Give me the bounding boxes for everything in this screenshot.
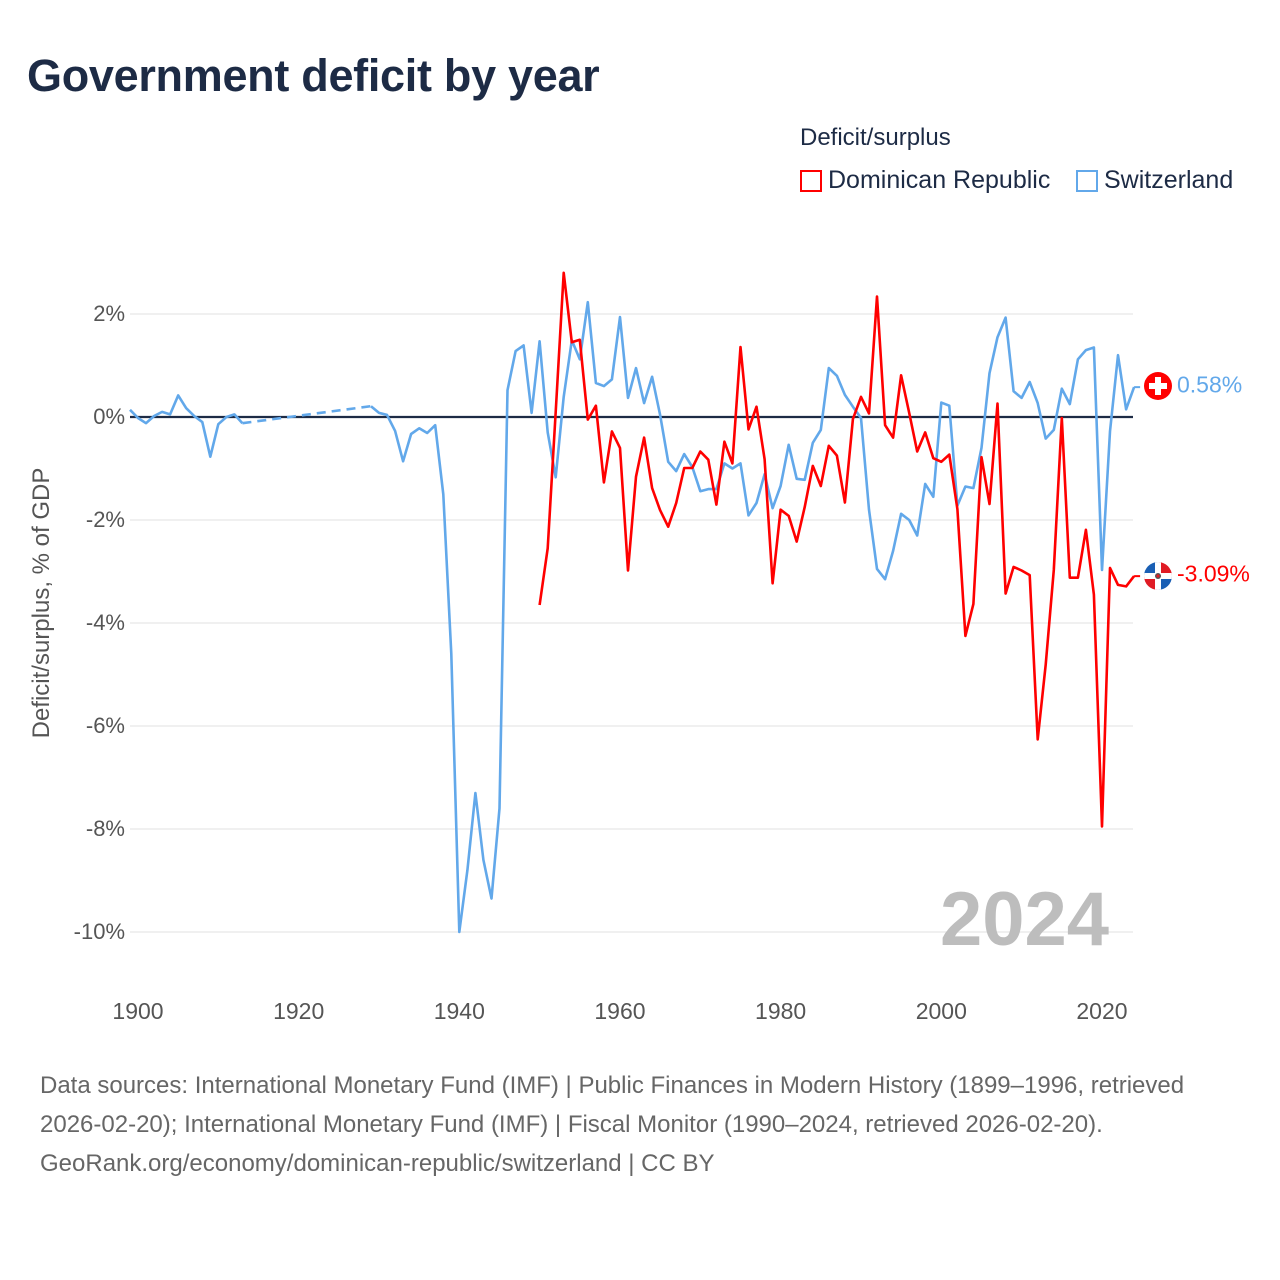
legend-swatch-dominican-republic [800, 169, 822, 192]
legend-label: Switzerland [1104, 166, 1234, 194]
year-watermark: 2024 [940, 877, 1110, 962]
switzerland-flag-icon [1144, 372, 1172, 400]
footer: Data sources: International Monetary Fun… [40, 1066, 1240, 1183]
legend-swatch-switzerland [1076, 169, 1098, 192]
x-tick-label: 2020 [1076, 998, 1128, 1024]
data-sources: Data sources: International Monetary Fun… [40, 1072, 1185, 1138]
series-line-switzerland [129, 394, 244, 458]
series-gap-switzerland [242, 404, 372, 425]
x-tick-label: 1960 [594, 998, 646, 1024]
x-tick-label: 1900 [112, 998, 164, 1024]
y-tick-label: 0% [93, 404, 125, 429]
end-label-switzerland: 0.58% [1177, 371, 1243, 398]
y-tick-label: -2% [85, 507, 125, 532]
y-tick-label: 2% [93, 301, 125, 326]
series-line-dominican-republic [538, 271, 1136, 828]
x-tick-label: 1980 [755, 998, 807, 1024]
x-tick-label: 2000 [915, 998, 967, 1024]
y-tick-label: -8% [85, 816, 125, 841]
dominican-republic-flag-icon [1144, 562, 1172, 590]
series-line-switzerland [370, 300, 1136, 934]
legend-label: Dominican Republic [828, 166, 1051, 194]
y-tick-label: -6% [85, 713, 125, 738]
x-tick-label: 1920 [273, 998, 325, 1024]
credit-link[interactable]: GeoRank.org/economy/dominican-republic/s… [40, 1150, 715, 1177]
y-tick-label: -10% [73, 919, 125, 944]
y-tick-label: -4% [85, 610, 125, 635]
legend-item-switzerland[interactable]: Switzerland [1076, 166, 1233, 195]
chart-title: Government deficit by year [27, 50, 600, 101]
end-label-dominican-republic: -3.09% [1177, 560, 1250, 587]
legend-item-dominican-republic[interactable]: Dominican Republic [800, 166, 1050, 195]
x-tick-label: 1940 [433, 998, 485, 1024]
legend-title: Deficit/surplus [800, 124, 951, 151]
